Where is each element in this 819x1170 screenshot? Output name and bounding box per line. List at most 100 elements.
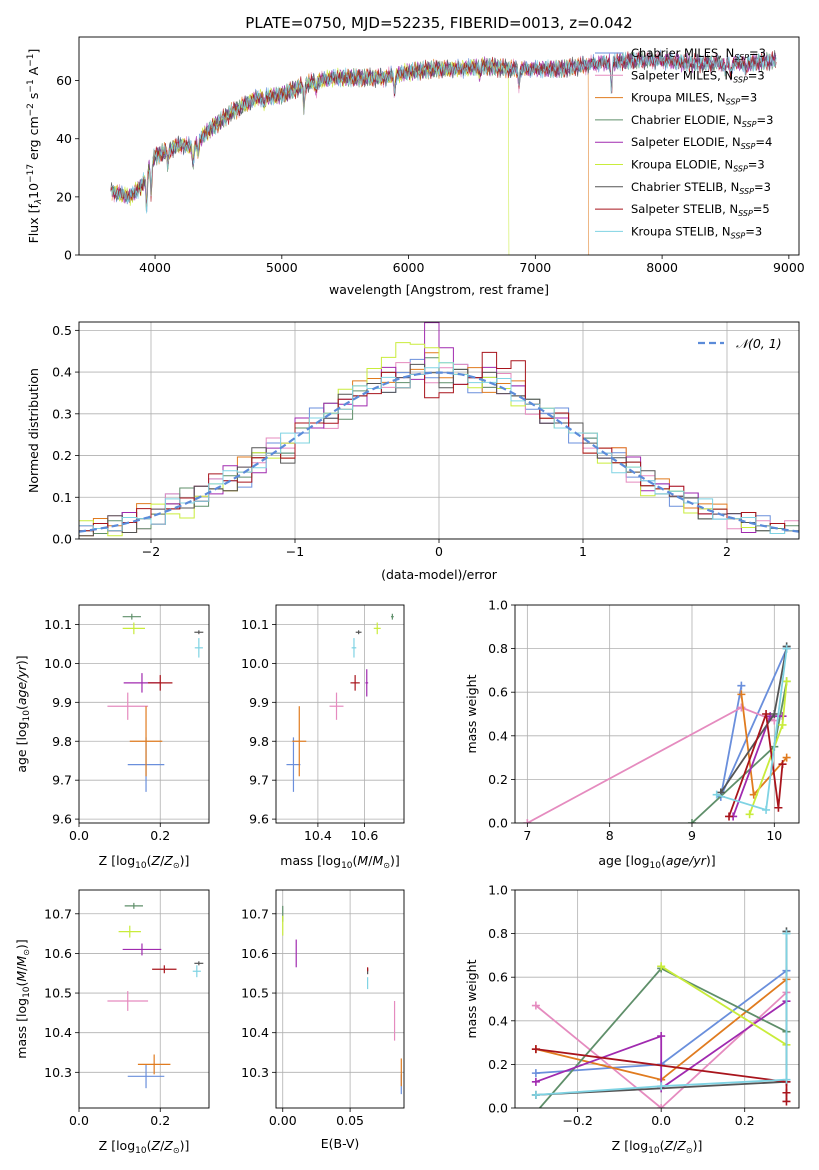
axis-label: mass [log10(M/M⊙)] bbox=[280, 853, 399, 871]
x-tick-label: 2 bbox=[723, 544, 731, 559]
x-tick-label: 9000 bbox=[773, 260, 805, 275]
spectrum-line bbox=[110, 51, 777, 214]
mass-weight-marker bbox=[737, 703, 746, 712]
x-tick-label: −2 bbox=[142, 544, 160, 559]
y-tick-label: 0.4 bbox=[488, 1013, 508, 1028]
errorbar-point bbox=[194, 630, 204, 635]
y-tick-label: 40 bbox=[56, 131, 72, 146]
errorbar-point bbox=[118, 925, 141, 938]
mass-weight-marker bbox=[657, 1104, 666, 1108]
mass-weight-marker bbox=[782, 929, 791, 938]
mass-weight-marker bbox=[531, 1077, 540, 1086]
legend-entry: Kroupa MILES, NSSP=3 bbox=[631, 91, 757, 107]
y-tick-label: 0.8 bbox=[488, 926, 508, 941]
mass-weight-marker bbox=[782, 677, 791, 686]
errorbar-point bbox=[194, 961, 204, 966]
y-tick-label: 0.2 bbox=[52, 448, 72, 463]
y-tick-label: 9.6 bbox=[249, 812, 269, 827]
errorbar-point bbox=[129, 706, 163, 777]
legend-entry: Chabrier STELIB, NSSP=3 bbox=[631, 180, 771, 196]
mass-weight-marker bbox=[782, 1088, 791, 1097]
y-tick-label: 10.7 bbox=[241, 906, 269, 921]
y-tick-label: 10.1 bbox=[241, 617, 269, 632]
plot-area bbox=[276, 890, 404, 1108]
axes-frame bbox=[78, 604, 210, 824]
mass-weight-marker bbox=[712, 790, 721, 799]
histogram-kroupa-stelib bbox=[79, 362, 799, 539]
mass-weight-marker bbox=[762, 710, 771, 718]
x-tick-label: 0.05 bbox=[336, 1113, 364, 1128]
y-tick-label: 9.8 bbox=[52, 734, 72, 749]
mass-weight-marker bbox=[531, 1090, 540, 1099]
y-tick-label: 0.6 bbox=[488, 970, 508, 985]
errorbar-point bbox=[390, 613, 394, 620]
mass-weight-marker bbox=[774, 803, 783, 812]
mass-weight-marker bbox=[782, 1075, 791, 1084]
x-axis-label: wavelength [Angstrom, rest frame] bbox=[329, 282, 549, 297]
x-tick-label: 0.00 bbox=[269, 1113, 297, 1128]
legend: Chabrier MILES, NSSP=3 Salpeter MILES, NS… bbox=[595, 46, 773, 240]
legend-entry: Kroupa ELODIE, NSSP=3 bbox=[631, 158, 765, 174]
mass-weight-marker bbox=[657, 962, 666, 971]
mass-weight-marker bbox=[531, 1045, 540, 1054]
axes-residuals: −2 −1 0 1 2 0.0 0.1 0.2 0.3 0.4 0.5 (data-model)/er… bbox=[26, 321, 800, 582]
errorbar-point bbox=[365, 669, 369, 697]
y-tick-label: 0.0 bbox=[488, 816, 508, 831]
errorbar-point bbox=[148, 675, 173, 691]
mass-weight-marker bbox=[782, 644, 791, 653]
axis-label: Z [log10(Z/Z⊙)] bbox=[612, 1138, 703, 1156]
y-tick-label: 1.0 bbox=[488, 598, 508, 613]
errorbar-point bbox=[329, 692, 344, 720]
mass-weight-marker bbox=[531, 1001, 540, 1010]
x-tick-label: 10.6 bbox=[351, 828, 379, 843]
x-axis-label: (data-model)/error bbox=[381, 567, 498, 582]
errorbar-point bbox=[107, 991, 149, 1011]
legend-entry: Chabrier ELODIE, NSSP=3 bbox=[631, 113, 773, 129]
y-axis-label: mass weight bbox=[464, 959, 479, 1038]
legend-entry: 𝒩(0, 1) bbox=[736, 336, 782, 351]
axes-age_vs_Z: 0.0 0.2 9.6 9.7 9.8 9.9 10.0 10.1 Z [log10(Z/Z⊙)… bbox=[14, 604, 210, 871]
y-tick-label: 0.4 bbox=[488, 728, 508, 743]
mass-weight-line bbox=[535, 933, 788, 1096]
x-tick-label: 7000 bbox=[519, 260, 551, 275]
x-tick-label: 8000 bbox=[646, 260, 678, 275]
errorbar-point bbox=[122, 622, 146, 635]
legend-entry: Chabrier MILES, NSSP=3 bbox=[631, 46, 766, 62]
x-axis-label: E(B-V) bbox=[321, 1136, 360, 1151]
y-tick-label: 9.9 bbox=[249, 695, 269, 710]
plot-area bbox=[276, 605, 404, 823]
x-tick-label: 0.2 bbox=[150, 828, 170, 843]
plot-area bbox=[515, 890, 799, 1108]
mass-weight-marker bbox=[745, 810, 754, 819]
axes-frame bbox=[275, 889, 405, 1109]
axes-frame bbox=[78, 36, 800, 256]
y-tick-label: 10.6 bbox=[241, 946, 269, 961]
mass-weight-marker bbox=[778, 720, 787, 729]
y-tick-label: 10.4 bbox=[44, 1025, 72, 1040]
y-tick-label: 9.8 bbox=[249, 734, 269, 749]
legend-entry: Kroupa STELIB, NSSP=3 bbox=[631, 224, 762, 240]
errorbar-point bbox=[286, 737, 301, 792]
y-tick-label: 0.0 bbox=[52, 532, 72, 547]
legend-entry: Salpeter ELODIE, NSSP=4 bbox=[631, 135, 772, 151]
y-tick-label: 9.7 bbox=[52, 773, 72, 788]
axis-label: Z [log10(Z/Z⊙)] bbox=[99, 853, 190, 871]
errorbar-point bbox=[137, 1054, 171, 1075]
plot-area bbox=[110, 49, 777, 255]
axis-label: age [log10(age/yr)] bbox=[598, 853, 715, 871]
mass-weight-marker bbox=[782, 1097, 791, 1106]
axes-mw_vs_age: 7 8 9 10 0.0 0.2 0.4 0.6 0.8 1.0 mass weight age [l… bbox=[464, 598, 800, 871]
errorbar-point bbox=[107, 692, 149, 720]
y-tick-label: 10.1 bbox=[44, 617, 72, 632]
y-tick-label: 0.2 bbox=[488, 772, 508, 787]
x-tick-label: 6000 bbox=[393, 260, 425, 275]
axes-frame bbox=[514, 604, 800, 824]
axes-frame bbox=[514, 889, 800, 1109]
plot-area bbox=[79, 322, 799, 539]
mass-weight-marker bbox=[770, 710, 779, 718]
x-tick-label: 0.2 bbox=[150, 1113, 170, 1128]
y-tick-label: 9.6 bbox=[52, 812, 72, 827]
x-tick-label: 10.4 bbox=[304, 828, 332, 843]
axis-label: age [log10(age/yr)] bbox=[14, 655, 32, 772]
axis-label: Z [log10(Z/Z⊙)] bbox=[99, 1138, 190, 1156]
